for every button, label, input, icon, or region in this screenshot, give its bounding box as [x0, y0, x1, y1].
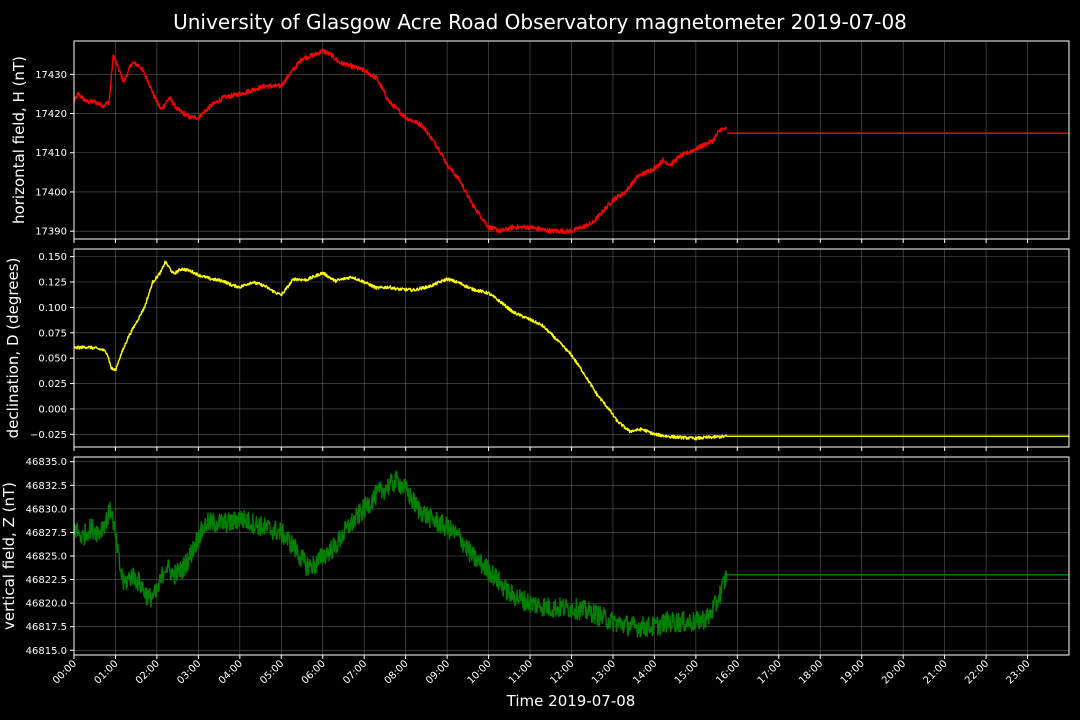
- y-tick-label: 46825.0: [26, 552, 67, 563]
- y-tick-label: 17430: [35, 70, 67, 81]
- y-axis-label: declination, D (degrees): [4, 258, 22, 439]
- y-tick-label: 0.125: [38, 278, 67, 289]
- y-axis-label: horizontal field, H (nT): [10, 56, 28, 224]
- y-tick-label: 46830.0: [26, 504, 67, 515]
- panel-frame: [73, 248, 1070, 448]
- panel-2: −0.025 0.000 0.025 0.050 0.075 0.100 0.125 0.15…: [4, 248, 1070, 451]
- data-series-line: [73, 260, 728, 441]
- y-tick-label: 0.050: [38, 354, 67, 365]
- chart-title: University of Glasgow Acre Road Observat…: [173, 10, 907, 34]
- y-tick-label: 17410: [35, 148, 67, 159]
- y-tick-label: 46822.5: [26, 575, 67, 586]
- panel-1: 17390 17400 17410 17420 17430 horizontal fiel…: [10, 40, 1070, 243]
- y-tick-label: 0.075: [38, 328, 67, 339]
- y-tick-label: 17400: [35, 187, 67, 198]
- y-tick-label: 0.000: [38, 404, 67, 415]
- y-axis-label: vertical field, Z (nT): [0, 482, 18, 630]
- y-tick-label: 17390: [35, 227, 67, 238]
- y-tick-label: −0.025: [30, 430, 67, 441]
- y-tick-label: 0.025: [38, 379, 67, 390]
- y-tick-label: 46832.5: [26, 481, 67, 492]
- y-tick-label: 46835.0: [26, 457, 67, 468]
- y-tick-label: 46815.0: [26, 646, 67, 657]
- y-tick-label: 46827.5: [26, 528, 67, 539]
- y-tick-label: 46820.0: [26, 599, 67, 610]
- x-axis-label: Time 2019-07-08: [506, 692, 636, 710]
- panel-frame: [73, 40, 1070, 240]
- data-series-line: [73, 470, 728, 638]
- y-tick-label: 17420: [35, 109, 67, 120]
- panel-3: 46815.0 46817.5 46820.0 46822.5 46825.0 46827…: [0, 456, 1070, 659]
- panel-frame: [73, 456, 1070, 656]
- y-tick-label: 0.100: [38, 303, 67, 314]
- data-series-line: [73, 48, 728, 235]
- y-tick-label: 46817.5: [26, 622, 67, 633]
- y-tick-label: 0.150: [38, 252, 67, 263]
